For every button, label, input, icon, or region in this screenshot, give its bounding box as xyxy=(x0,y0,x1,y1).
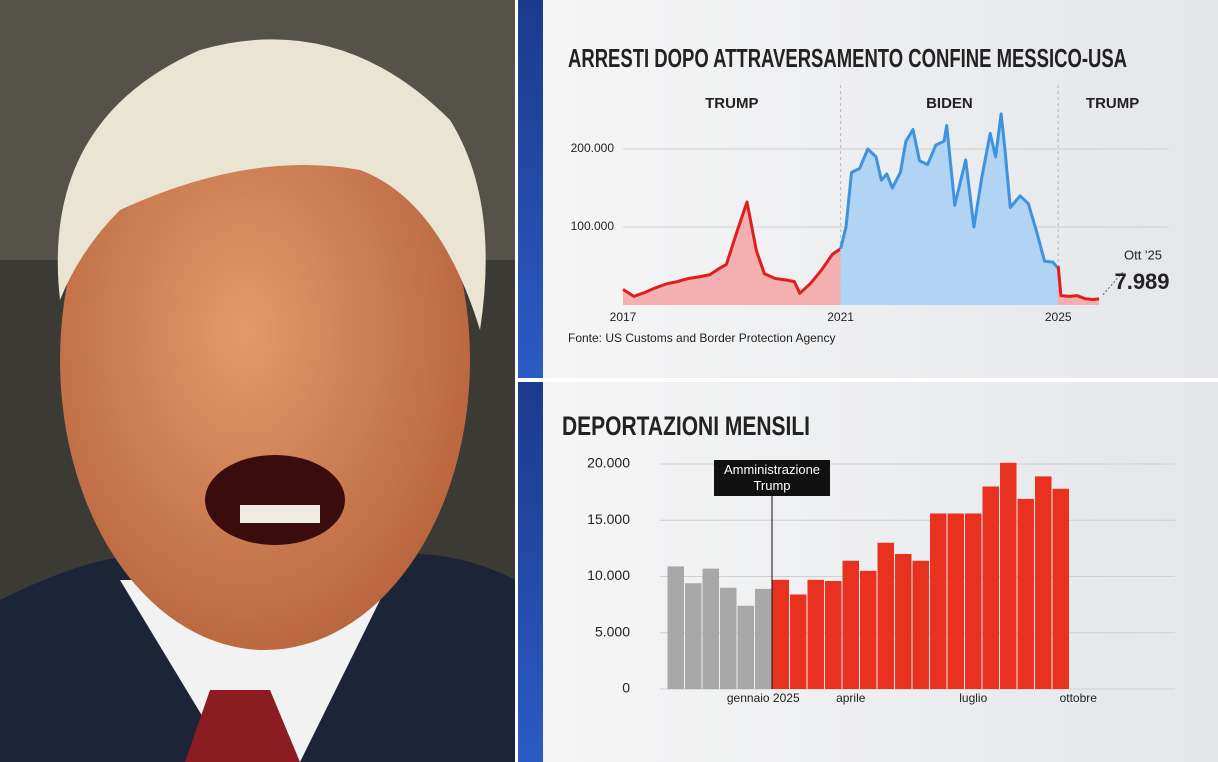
y-tick-label: 20.000 xyxy=(587,455,630,471)
bar xyxy=(737,605,754,689)
x-tick-label: 2017 xyxy=(610,310,637,324)
data-label: 7.989 xyxy=(1114,269,1169,294)
line xyxy=(1056,265,1100,301)
bar xyxy=(702,568,719,689)
bar xyxy=(965,513,982,689)
bar xyxy=(667,566,684,689)
legend-label: TRUMP xyxy=(1086,95,1139,112)
photo xyxy=(0,0,515,762)
bar xyxy=(1000,462,1017,689)
annotation: Ott '25 xyxy=(1124,247,1162,262)
bar xyxy=(825,581,842,689)
x-tick-label: 2021 xyxy=(827,310,854,324)
bar xyxy=(895,554,912,689)
x-tick-label: gennaio 2025 xyxy=(727,691,800,705)
y-tick-label: 10.000 xyxy=(587,567,630,583)
y-tick-label: 0 xyxy=(622,680,630,696)
x-tick-label: ottobre xyxy=(1060,691,1098,705)
y-tick-label: 5.000 xyxy=(595,623,630,639)
line xyxy=(622,200,842,298)
bar xyxy=(720,587,737,689)
bar xyxy=(1017,498,1034,689)
bar xyxy=(860,570,877,689)
x-tick-label: aprile xyxy=(836,691,866,705)
x-tick-label: luglio xyxy=(959,691,987,705)
panel xyxy=(518,0,1218,762)
area xyxy=(840,113,1059,306)
area xyxy=(623,202,841,305)
x-tick-label: 2025 xyxy=(1045,310,1072,324)
bar xyxy=(930,513,947,689)
bar xyxy=(807,579,824,689)
bar xyxy=(772,579,789,689)
bar xyxy=(685,583,702,689)
chart-title: ARRESTI DOPO ATTRAVERSAMENTO CONFINE MES… xyxy=(568,43,1127,73)
y-tick-label: 200.000 xyxy=(571,141,615,155)
bar xyxy=(947,513,964,689)
legend-label: BIDEN xyxy=(926,95,973,112)
leader xyxy=(1102,270,1125,296)
bar xyxy=(982,486,999,689)
line xyxy=(839,112,1060,270)
annotation: Amministrazione Trump xyxy=(714,460,830,496)
y-tick-label: 100.000 xyxy=(571,219,615,233)
bar xyxy=(755,588,772,689)
bar xyxy=(877,542,894,689)
bar xyxy=(1035,476,1052,689)
chart-title: DEPORTAZIONI MENSILI xyxy=(562,411,810,441)
bar xyxy=(912,560,929,689)
legend-label: TRUMP xyxy=(705,95,758,112)
bar xyxy=(790,594,807,689)
y-tick-label: 15.000 xyxy=(587,511,630,527)
bar xyxy=(1052,488,1069,689)
source: Fonte: US Customs and Border Protection … xyxy=(568,331,835,345)
bar xyxy=(842,560,859,689)
